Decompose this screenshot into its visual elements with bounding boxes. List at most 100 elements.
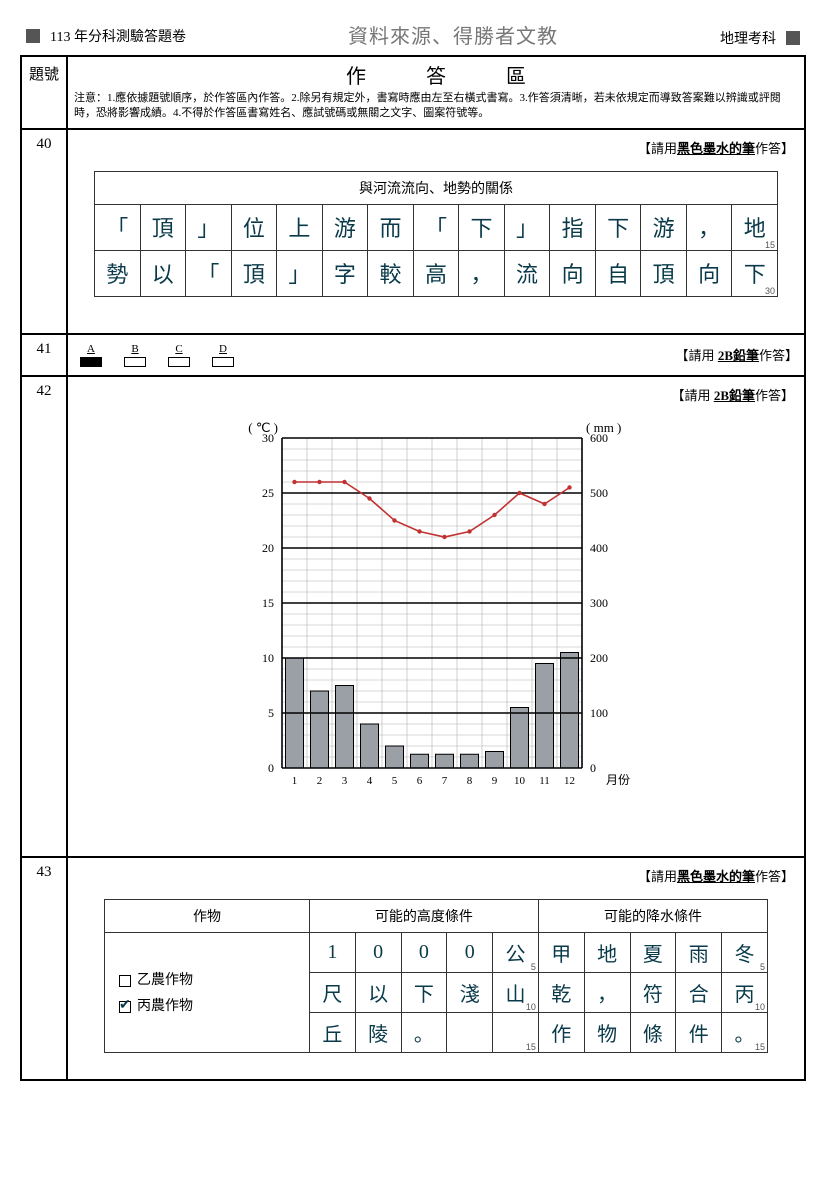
hint-ink-43: 【請用黑色墨水的筆作答】 (74, 864, 798, 889)
svg-text:12: 12 (564, 775, 575, 787)
hint-pencil-42: 【請用 2B鉛筆作答】 (74, 383, 798, 408)
q40-cell: 頂 (140, 204, 186, 250)
subject-label: 地理考科 (720, 28, 776, 48)
q43-cell: 0 (401, 932, 447, 972)
svg-text:10: 10 (514, 775, 526, 787)
q40-grid: 與河流流向、地勢的關係 「頂」位上游而「下」指下游，地15 勢以「頂」字較高，流… (94, 171, 778, 297)
q43-cell: 雨 (676, 932, 722, 972)
q43-cell: 物 (584, 1012, 630, 1052)
checkbox[interactable] (119, 975, 131, 987)
svg-text:300: 300 (590, 596, 608, 610)
q43-cell: 符 (630, 972, 676, 1012)
svg-text:25: 25 (262, 486, 274, 500)
option-C[interactable]: C (168, 343, 190, 367)
q40-cell: 下30 (732, 250, 778, 296)
q40-cell: 高 (413, 250, 459, 296)
climate-chart: 0051001020015300204002550030600123456789… (234, 418, 638, 820)
svg-text:15: 15 (262, 596, 274, 610)
q40-cell: 向 (550, 250, 596, 296)
q43-cell: 夏 (630, 932, 676, 972)
q43-cell: ， (584, 972, 630, 1012)
q43-cell: 山10 (493, 972, 539, 1012)
q43-h-height: 可能的高度條件 (309, 899, 538, 932)
option-label: D (219, 343, 227, 355)
q43-cell: 合 (676, 972, 722, 1012)
q40-cell: 「 (186, 250, 232, 296)
q42-cell: 【請用 2B鉛筆作答】 0051001020015300204002550030… (67, 376, 805, 857)
q43-cell (447, 1012, 493, 1052)
hint-pencil-41: 【請用 2B鉛筆作答】 (676, 345, 798, 364)
q43-grid: 作物可能的高度條件可能的降水條件乙農作物丙農作物1000公5甲地夏雨冬5尺以下淺… (104, 899, 768, 1053)
q40-cell: 自 (595, 250, 641, 296)
q43-cell: 丙10 (722, 972, 768, 1012)
hint-ink-40: 【請用黑色墨水的筆作答】 (74, 136, 798, 161)
svg-text:4: 4 (367, 775, 373, 787)
q43-h-crop: 作物 (105, 899, 310, 932)
qnum-43: 43 (21, 857, 67, 1080)
option-D[interactable]: D (212, 343, 234, 367)
q40-cell: 下 (459, 204, 505, 250)
q43-crop-cell: 乙農作物丙農作物 (105, 932, 310, 1052)
option-label: B (131, 343, 138, 355)
q43-cell: 條 (630, 1012, 676, 1052)
svg-text:7: 7 (442, 775, 448, 787)
q40-cell: 較 (368, 250, 414, 296)
q43-cell: 件 (676, 1012, 722, 1052)
svg-text:100: 100 (590, 706, 608, 720)
option-box[interactable] (212, 357, 234, 367)
answer-area-title: 作答區 (74, 63, 798, 91)
option-box[interactable] (80, 357, 102, 367)
q43-cell: 乾 (538, 972, 584, 1012)
q43-cell: 以 (355, 972, 401, 1012)
svg-text:11: 11 (539, 775, 550, 787)
answer-area-note: 注意：1.應依據題號順序，於作答區內作答。2.除另有規定外，書寫時應由左至右橫式… (74, 91, 798, 122)
q40-cell: 勢 (95, 250, 141, 296)
q40-cell: 游 (322, 204, 368, 250)
q43-cell: 淺 (447, 972, 493, 1012)
q43-cell: 冬5 (722, 932, 768, 972)
q40-cell: 位 (231, 204, 277, 250)
exam-title: 113 年分科測驗答題卷 (50, 26, 186, 46)
svg-text:0: 0 (268, 761, 274, 775)
q40-cell: 」 (504, 204, 550, 250)
option-A[interactable]: A (80, 343, 102, 367)
q40-cell: 指 (550, 204, 596, 250)
q40-cell: 下 (595, 204, 641, 250)
checkbox[interactable] (119, 1001, 131, 1013)
q43-cell: 作 (538, 1012, 584, 1052)
q40-cell: 「 (95, 204, 141, 250)
svg-text:( mm ): ( mm ) (586, 420, 621, 435)
q40-cell: 而 (368, 204, 414, 250)
q43-cell: 。 (401, 1012, 447, 1052)
page-header: 113 年分科測驗答題卷 資料來源、得勝者文教 地理考科 (20, 20, 806, 55)
option-box[interactable] (124, 357, 146, 367)
svg-text:2: 2 (317, 775, 323, 787)
corner-marker-left (26, 29, 40, 43)
q43-h-rain: 可能的降水條件 (538, 899, 767, 932)
q40-cell: 向 (686, 250, 732, 296)
svg-text:10: 10 (262, 651, 274, 665)
qnum-42: 42 (21, 376, 67, 857)
watermark-source: 資料來源、得勝者文教 (348, 20, 558, 49)
q40-cell: 「 (413, 204, 459, 250)
answer-area-header: 作答區 注意：1.應依據題號順序，於作答區內作答。2.除另有規定外，書寫時應由左… (67, 56, 805, 129)
q40-cell: 頂 (231, 250, 277, 296)
q40-cell: 上 (277, 204, 323, 250)
svg-text:9: 9 (492, 775, 498, 787)
option-label: A (87, 343, 95, 355)
q43-cell: 下 (401, 972, 447, 1012)
svg-text:8: 8 (467, 775, 473, 787)
q40-cell: 」 (277, 250, 323, 296)
q43-cell: 【請用黑色墨水的筆作答】 作物可能的高度條件可能的降水條件乙農作物丙農作物100… (67, 857, 805, 1080)
q41-cell: A B C D 【請用 2B鉛筆作答】 (67, 334, 805, 376)
q43-cell: 丘 (309, 1012, 355, 1052)
q40-cell: 以 (140, 250, 186, 296)
svg-text:0: 0 (590, 761, 596, 775)
svg-text:400: 400 (590, 541, 608, 555)
option-B[interactable]: B (124, 343, 146, 367)
option-box[interactable] (168, 357, 190, 367)
q43-cell: 地 (584, 932, 630, 972)
svg-text:5: 5 (268, 706, 274, 720)
q40-cell: 游 (641, 204, 687, 250)
svg-text:200: 200 (590, 651, 608, 665)
